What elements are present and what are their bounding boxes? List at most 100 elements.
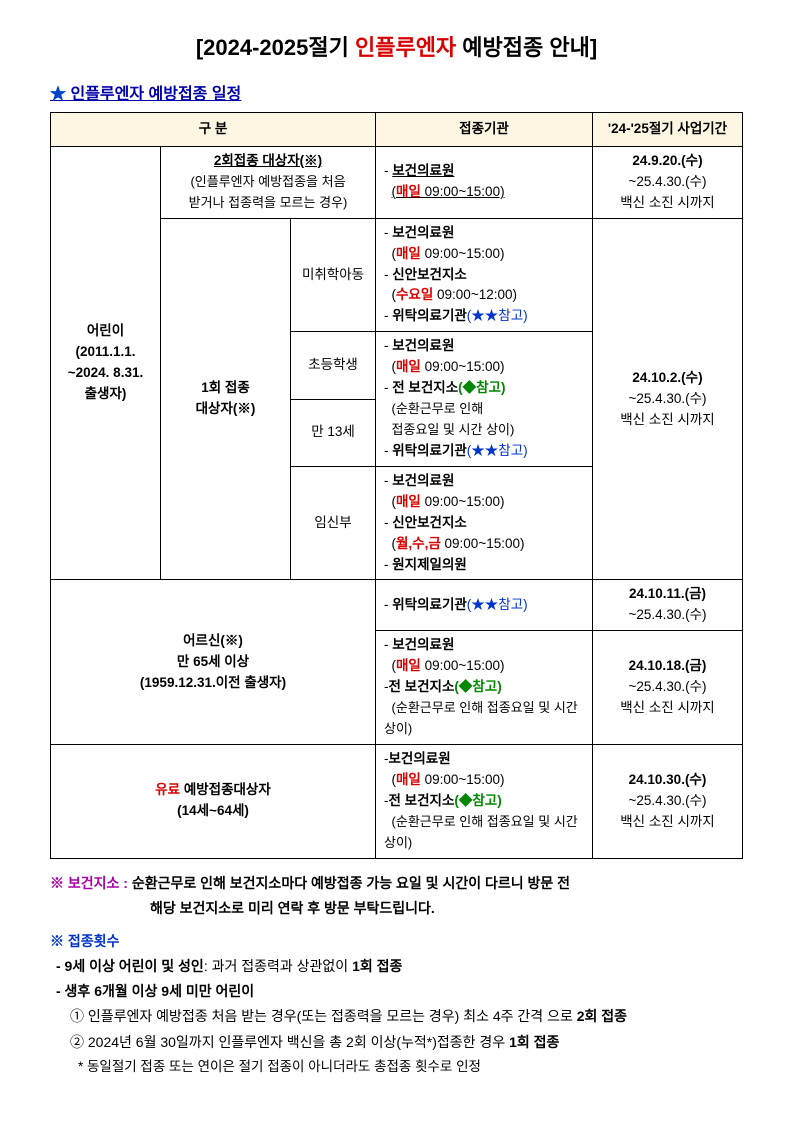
p1l3: 백신 소진 시까지 (620, 195, 714, 210)
cell-period-5: 24.10.30.(수) ~25.4.30.(수) 백신 소진 시까지 (593, 744, 743, 858)
c1-prefix: - 9세 이상 어린이 및 성인 (56, 958, 204, 974)
is2-t1: 09:00~15:00) (421, 658, 505, 673)
cell-children: 어린이 (2011.1.1. ~2024. 8.31. 출생자) (51, 146, 161, 580)
title-highlight: 인플루엔자 (355, 35, 456, 60)
i5-sinan: 신안보건지소 (392, 515, 467, 530)
note1-l2: 해당 보건지소로 미리 연락 후 방문 부탁드립니다. (150, 896, 743, 921)
p4l1: 24.10.18.(금) (629, 658, 707, 673)
ip-rot: (순환근무로 인해 접종요일 및 시간 상이) (384, 814, 578, 850)
cell-period-2: 24.10.2.(수) ~25.4.30.(수) 백신 소진 시까지 (593, 218, 743, 580)
header-period: '24-'25절기 사업기간 (593, 113, 743, 147)
table-row: 유료 예방접종대상자 (14세~64세) -보건의료원 (매일 09:00~15… (51, 744, 743, 858)
is2-daily: 매일 (396, 658, 421, 673)
i5-mwf: 월,수,금 (396, 536, 441, 551)
i5-t2: 09:00~15:00) (441, 536, 525, 551)
p2l3: 백신 소진 시까지 (620, 412, 714, 427)
c1-bold: 1회 접종 (352, 958, 402, 974)
once-l2: 대상자(※) (196, 401, 256, 416)
cell-inst-twice: - 보건의료원 (매일 09:00~15:00) (376, 146, 593, 218)
table-row: 어르신(※) 만 65세 이상 (1959.12.31.이전 출생자) - 위탁… (51, 580, 743, 631)
p2l2: ~25.4.30.(수) (628, 391, 706, 406)
cell-once: 1회 접종 대상자(※) (161, 218, 291, 580)
p3l1: 24.10.11.(금) (629, 586, 706, 601)
p1l2: ~25.4.30.(수) (628, 174, 706, 189)
cell-pregnant: 임신부 (291, 466, 376, 580)
inst-time1: 09:00~15:00) (421, 184, 505, 199)
i5-daily: 매일 (396, 494, 421, 509)
ip-bogeon: 보건의료원 (389, 751, 451, 766)
cell-inst-senior1: - 위탁의료기관(★★참고) (376, 580, 593, 631)
count-hdr: ※ 접종횟수 (50, 929, 743, 954)
star-icon: ★ (50, 86, 66, 103)
is2-green: (◆참고) (454, 679, 501, 694)
i2-t2: 09:00~12:00) (433, 287, 517, 302)
cell-inst-elem-13: - 보건의료원 (매일 09:00~15:00) - 전 보건지소(◆참고) (… (376, 332, 593, 467)
header-category: 구 분 (51, 113, 376, 147)
i3-t1: 09:00~15:00) (421, 359, 505, 374)
note-bogeonji: ※ 보건지소 : 순환근무로 인해 보건지소마다 예방접종 가능 요일 및 시간… (50, 871, 743, 896)
count-item-1: - 9세 이상 어린이 및 성인: 과거 접종력과 상관없이 1회 접종 (56, 954, 743, 979)
notes-section: ※ 보건지소 : 순환근무로 인해 보건지소마다 예방접종 가능 요일 및 시간… (50, 871, 743, 1080)
twice-l2: (인플루엔자 예방접종을 처음 (190, 174, 345, 189)
cell-inst-senior2: - 보건의료원 (매일 09:00~15:00) -전 보건지소(◆참고) (순… (376, 631, 593, 745)
p4l3: 백신 소진 시까지 (620, 700, 714, 715)
c21-prefix: ① 인플루엔자 예방접종 처음 받는 경우(또는 접종력을 모르는 경우) 최소… (70, 1008, 577, 1024)
cell-period-4: 24.10.18.(금) ~25.4.30.(수) 백신 소진 시까지 (593, 631, 743, 745)
c1-suffix: : 과거 접종력과 상관없이 (204, 958, 352, 974)
i2-daily: 매일 (396, 246, 421, 261)
i5-t1: 09:00~15:00) (421, 494, 505, 509)
children-l3: ~2024. 8.31. (68, 365, 143, 380)
ip-jeon: 전 보건지소 (389, 793, 455, 808)
ip-green: (◆참고) (454, 793, 501, 808)
twice-l3: 받거나 접종력을 모르는 경우) (189, 195, 348, 210)
p5l2: ~25.4.30.(수) (628, 793, 706, 808)
twice-l1: 2회접종 대상자(※) (214, 153, 322, 168)
i2-sinan: 신안보건지소 (392, 267, 467, 282)
i3-starref: (★★참고) (467, 443, 528, 458)
is2-bogeon: 보건의료원 (392, 637, 454, 652)
is1-witaek: 위탁의료기관 (392, 597, 467, 612)
i3-rot2: 접종요일 및 시간 상이) (392, 422, 515, 437)
count-sub-1: ① 인플루엔자 예방접종 처음 받는 경우(또는 접종력을 모르는 경우) 최소… (70, 1004, 743, 1029)
section-schedule-label: 인플루엔자 예방접종 일정 (70, 86, 241, 103)
cell-senior: 어르신(※) 만 65세 이상 (1959.12.31.이전 출생자) (51, 580, 376, 744)
children-l2: (2011.1.1. (75, 344, 135, 359)
once-l1: 1회 접종 (201, 380, 250, 395)
i3-daily: 매일 (396, 359, 421, 374)
i2-witaek: 위탁의료기관 (392, 308, 467, 323)
ip-daily: 매일 (396, 772, 421, 787)
note1-hdr: ※ 보건지소 : (50, 875, 128, 891)
senior-l3: (1959.12.31.이전 출생자) (140, 675, 286, 690)
table-header-row: 구 분 접종기관 '24-'25절기 사업기간 (51, 113, 743, 147)
schedule-table: 구 분 접종기관 '24-'25절기 사업기간 어린이 (2011.1.1. ~… (50, 112, 743, 859)
cell-period-1: 24.9.20.(수) ~25.4.30.(수) 백신 소진 시까지 (593, 146, 743, 218)
cell-paid: 유료 예방접종대상자 (14세~64세) (51, 744, 376, 858)
count-item-2: - 생후 6개월 이상 9세 미만 어린이 (56, 979, 743, 1004)
header-institution: 접종기관 (376, 113, 593, 147)
paid-suffix: 예방접종대상자 (180, 782, 271, 797)
inst-bogeon: 보건의료원 (392, 163, 454, 178)
p5l3: 백신 소진 시까지 (620, 814, 714, 829)
i3-witaek: 위탁의료기관 (392, 443, 467, 458)
ip-t1: 09:00~15:00) (421, 772, 505, 787)
i5-wonji: 원지제일의원 (392, 557, 467, 572)
section-schedule-header: ★ 인플루엔자 예방접종 일정 (50, 80, 743, 104)
p3l2: ~25.4.30.(수) (628, 607, 706, 622)
is2-rot: (순환근무로 인해 접종요일 및 시간 상이) (384, 700, 578, 736)
inst-daily: 매일 (396, 184, 421, 199)
title-prefix: [2024-2025절기 (196, 35, 355, 60)
i2-starref: (★★참고) (467, 308, 528, 323)
senior-l2: 만 65세 이상 (177, 654, 249, 669)
i2-bogeon: 보건의료원 (392, 225, 454, 240)
cell-inst-preschool: - 보건의료원 (매일 09:00~15:00) - 신안보건지소 (수요일 0… (376, 218, 593, 332)
title-suffix: 예방접종 안내] (456, 35, 597, 60)
table-row: 어린이 (2011.1.1. ~2024. 8.31. 출생자) 2회접종 대상… (51, 146, 743, 218)
i5-bogeon: 보건의료원 (392, 473, 454, 488)
p4l2: ~25.4.30.(수) (628, 679, 706, 694)
cell-13: 만 13세 (291, 399, 376, 466)
p1l1: 24.9.20.(수) (632, 153, 702, 168)
c22-bold: 1회 접종 (509, 1034, 559, 1050)
cell-period-3: 24.10.11.(금) ~25.4.30.(수) (593, 580, 743, 631)
i2-wed: 수요일 (396, 287, 433, 302)
p5l1: 24.10.30.(수) (629, 772, 707, 787)
